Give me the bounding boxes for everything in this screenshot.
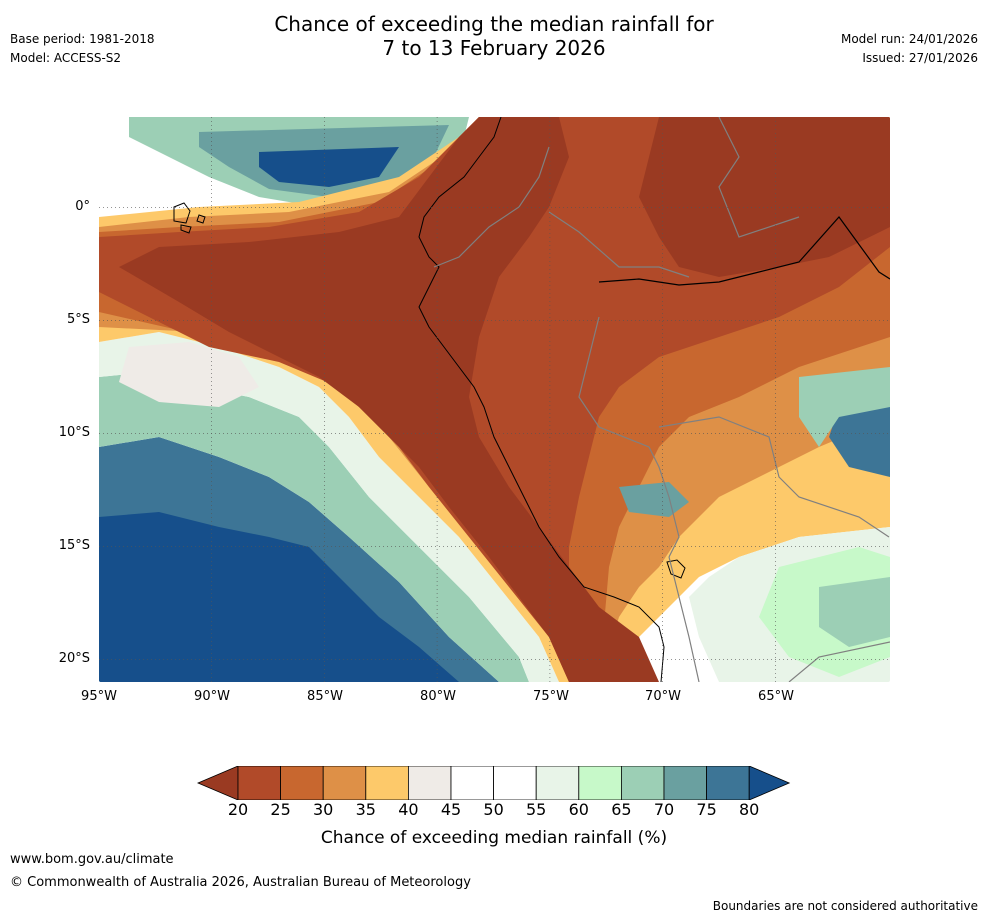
colorbar-cell-40-45 (407, 766, 452, 800)
lon-label-75w: 75°W (533, 689, 569, 704)
colorbar-cell-35-40 (365, 766, 409, 800)
footer-url: www.bom.gov.au/climate (10, 852, 174, 867)
border-peru-brazil (578, 316, 680, 558)
colorbar-cell-75-80 (706, 766, 750, 800)
border-ecuador-peru (433, 146, 550, 268)
region-prob-65-75-west (99, 372, 529, 682)
page-title: Chance of exceeding the median rainfall … (0, 12, 988, 60)
lon-label-85w: 85°W (307, 689, 343, 704)
region-prob-below-20-east (639, 117, 890, 277)
colorbar-tick-30: 30 (313, 800, 334, 819)
coastline-galapagos (173, 202, 206, 234)
region-prob-near-median-patch (119, 342, 259, 407)
region-prob-65-70-southeast (819, 577, 890, 647)
colorbar-cell-45-50 (450, 766, 494, 800)
colorbar-cell-60-65 (578, 766, 622, 800)
base-period: Base period: 1981-2018 (10, 32, 155, 46)
model-name: Model: ACCESS-S2 (10, 51, 122, 65)
colorbar-tick-35: 35 (355, 800, 376, 819)
footer-copyright: © Commonwealth of Australia 2026, Austra… (10, 875, 471, 890)
border-colombia-venezuela (718, 117, 800, 238)
lon-label-80w: 80°W (420, 689, 456, 704)
colorbar-label: Chance of exceeding median rainfall (%) (320, 828, 668, 848)
border-peru-colombia (548, 211, 690, 278)
region-prob-80-plus-southwest (99, 512, 459, 682)
lon-label-95w: 95°W (81, 689, 117, 704)
border-bolivia-chile (668, 556, 700, 682)
colorbar-cell-25-30 (280, 766, 324, 800)
title-line-1: Chance of exceeding the median rainfall … (274, 12, 714, 36)
lon-label-90w: 90°W (194, 689, 230, 704)
title-line-2: 7 to 13 February 2026 (382, 36, 606, 60)
issued-date: Issued: 27/01/2026 (862, 51, 978, 65)
colorbar-tick-75: 75 (696, 800, 717, 819)
colorbar-cell-65-70 (620, 766, 665, 800)
lon-label-70w: 70°W (645, 689, 681, 704)
colorbar-tick-45: 45 (440, 800, 462, 819)
colorbar-tick-55: 55 (526, 800, 547, 819)
model-run: Model run: 24/01/2026 (840, 32, 978, 46)
colorbar-tick-labels: 20 25 30 35 40 45 50 55 60 65 70 75 80 (0, 802, 988, 820)
region-prob-80-plus-north (259, 147, 399, 187)
rainfall-probability-map (99, 117, 890, 682)
colorbar-tick-80: 80 (739, 800, 760, 819)
colorbar-tick-20: 20 (227, 800, 249, 819)
lat-label-0: 0° (75, 199, 90, 214)
lat-label-5s: 5°S (66, 312, 90, 327)
colorbar-cell-55-60 (535, 766, 580, 800)
lat-label-15s: 15°S (58, 538, 90, 553)
region-prob-65-70-east (799, 367, 890, 447)
colorbar-tick-65: 65 (611, 800, 632, 819)
lat-label-10s: 10°S (58, 425, 90, 440)
colorbar-extend-high (748, 766, 791, 800)
coastline-south-america-west (418, 117, 665, 682)
lake-titicaca (666, 559, 686, 579)
colorbar-cell-70-75 (663, 766, 707, 800)
colorbar-cell-20-25 (237, 766, 281, 800)
colorbar-tick-25: 25 (270, 800, 291, 819)
region-prob-below-20-core (119, 117, 659, 682)
river-amazon (598, 216, 890, 286)
colorbar-tick-50: 50 (483, 800, 504, 819)
lon-label-65w: 65°W (758, 689, 794, 704)
footer-disclaimer: Boundaries are not considered authoritat… (712, 899, 978, 913)
lat-label-20s: 20°S (58, 651, 90, 666)
colorbar-tick-40: 40 (398, 800, 419, 819)
colorbar-cell-30-35 (322, 766, 367, 800)
colorbar-cell-50-55 (493, 766, 537, 800)
region-prob-75-80-east (829, 397, 890, 477)
border-brazil-bolivia (658, 416, 890, 538)
colorbar-tick-70: 70 (653, 800, 675, 819)
colorbar-tick-60: 60 (568, 800, 589, 819)
colorbar-extend-low (196, 766, 239, 800)
colorbar (196, 766, 791, 800)
border-bolivia-argentina (788, 641, 890, 682)
